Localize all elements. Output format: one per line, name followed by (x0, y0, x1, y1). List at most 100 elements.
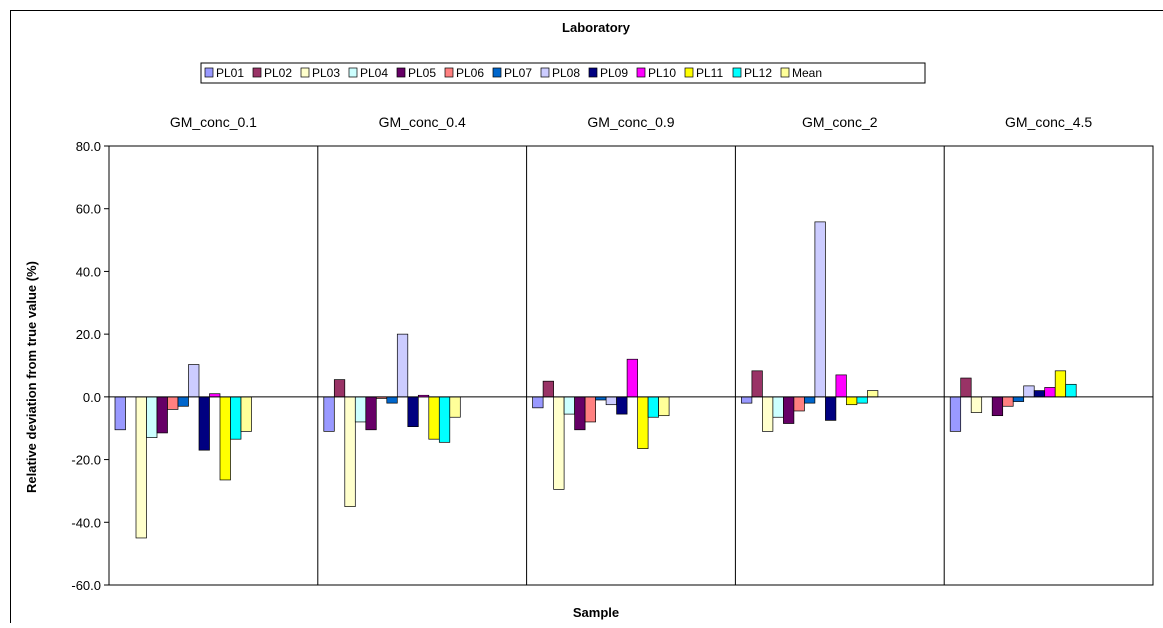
bar-pl02-5 (961, 378, 972, 397)
bar-mean-4 (867, 391, 878, 397)
bar-pl03-4 (762, 397, 773, 431)
bar-pl04-4 (773, 397, 784, 417)
legend-swatch (253, 68, 261, 77)
bar-pl11-2 (429, 397, 440, 439)
bar-mean-2 (450, 397, 461, 417)
bar-pl07-2 (387, 397, 398, 403)
y-axis-label: Relative deviation from true value (%) (24, 261, 39, 493)
x-axis-label: Sample (573, 605, 619, 620)
legend-entry: PL08 (552, 66, 580, 80)
legend-entry: Mean (792, 66, 822, 80)
bar-pl02-4 (752, 371, 763, 397)
legend-swatch (541, 68, 549, 77)
category-label: GM_conc_2 (802, 114, 878, 130)
legend-swatch (205, 68, 213, 77)
bar-pl05-2 (366, 397, 377, 430)
bar-pl01-5 (950, 397, 961, 431)
bar-pl05-1 (157, 397, 168, 433)
legend-entry: PL04 (360, 66, 388, 80)
bar-pl04-3 (564, 397, 575, 414)
chart-area-border (11, 11, 1163, 624)
bar-pl01-1 (115, 397, 126, 430)
legend-entry: PL12 (744, 66, 772, 80)
legend-entry: PL06 (456, 66, 484, 80)
bar-pl03-2 (345, 397, 356, 507)
bar-pl06-4 (794, 397, 805, 411)
bar-mean-1 (241, 397, 252, 431)
bar-pl03-5 (971, 397, 982, 413)
bar-pl08-2 (397, 334, 408, 397)
legend: PL01 PL02 PL03 PL04 PL05 PL06 PL07 PL08 PL09 PL10… (201, 63, 925, 83)
bar-pl08-3 (606, 397, 617, 405)
bar-pl10-3 (627, 359, 638, 397)
bar-pl09-5 (1034, 391, 1045, 397)
bar-pl08-1 (189, 365, 200, 397)
bar-pl01-4 (741, 397, 752, 403)
legend-swatch (301, 68, 309, 77)
bar-pl03-3 (554, 397, 565, 490)
bar-pl09-3 (617, 397, 628, 414)
legend-entry: PL10 (648, 66, 676, 80)
legend-swatch (493, 68, 501, 77)
y-tick-label: 80.0 (76, 139, 101, 154)
category-label: GM_conc_0.1 (170, 114, 257, 130)
legend-entry: PL01 (216, 66, 244, 80)
bar-pl04-2 (355, 397, 366, 422)
bar-pl12-5 (1066, 384, 1077, 397)
legend-entry: PL05 (408, 66, 436, 80)
y-tick-label: -20.0 (71, 453, 101, 468)
bar-pl11-1 (220, 397, 231, 480)
bar-pl06-3 (585, 397, 596, 422)
bar-pl05-5 (992, 397, 1003, 416)
bar-pl11-3 (638, 397, 649, 449)
bar-pl02-3 (543, 381, 554, 397)
bar-pl11-5 (1055, 371, 1066, 397)
y-tick-label: 40.0 (76, 264, 101, 279)
legend-entry: PL03 (312, 66, 340, 80)
legend-swatch (349, 68, 357, 77)
bar-pl12-1 (231, 397, 242, 439)
chart-title: Laboratory (562, 20, 631, 35)
bar-pl02-2 (334, 380, 345, 397)
bar-pl01-2 (324, 397, 335, 431)
category-label: GM_conc_4.5 (1005, 114, 1092, 130)
y-tick-label: 60.0 (76, 202, 101, 217)
bar-pl03-1 (136, 397, 147, 538)
legend-entry: PL07 (504, 66, 532, 80)
legend-swatch (445, 68, 453, 77)
bar-pl05-4 (783, 397, 794, 424)
legend-swatch (397, 68, 405, 77)
legend-swatch (781, 68, 789, 77)
bar-pl09-4 (825, 397, 836, 421)
bar-mean-3 (659, 397, 670, 416)
bar-pl10-4 (836, 375, 847, 397)
y-tick-label: -60.0 (71, 578, 101, 593)
bar-pl07-1 (178, 397, 189, 406)
bar-pl06-1 (168, 397, 179, 410)
bar-pl08-5 (1024, 386, 1034, 397)
legend-swatch (685, 68, 693, 77)
category-label: GM_conc_0.9 (587, 114, 674, 130)
y-tick-label: 0.0 (83, 390, 101, 405)
bar-pl01-3 (533, 397, 544, 408)
bar-pl08-4 (815, 222, 826, 397)
legend-entry: PL11 (696, 66, 723, 80)
y-tick-label: -40.0 (71, 515, 101, 530)
bar-pl09-2 (408, 397, 419, 427)
category-label: GM_conc_0.4 (379, 114, 466, 130)
bar-pl12-3 (648, 397, 659, 417)
bar-pl07-5 (1013, 397, 1024, 402)
legend-swatch (589, 68, 597, 77)
y-tick-label: 20.0 (76, 327, 101, 342)
bar-pl10-5 (1045, 387, 1056, 396)
legend-swatch (637, 68, 645, 77)
legend-entry: PL09 (600, 66, 628, 80)
bar-pl05-3 (575, 397, 586, 430)
bar-pl09-1 (199, 397, 210, 450)
bar-pl12-2 (439, 397, 450, 442)
bar-pl12-4 (857, 397, 868, 403)
legend-entry: PL02 (264, 66, 292, 80)
bar-pl07-4 (804, 397, 815, 403)
